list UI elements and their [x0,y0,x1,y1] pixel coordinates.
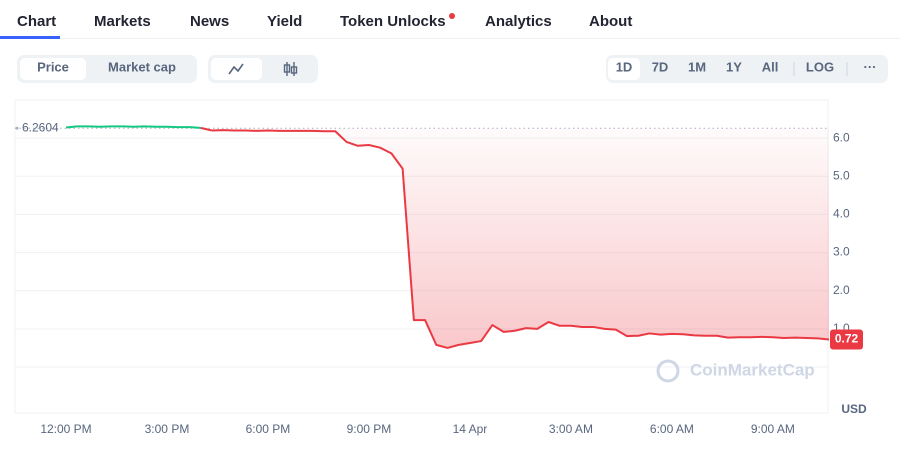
y-tick-label: 2.0 [833,283,850,297]
range-tab[interactable]: All [762,59,779,74]
toolbar: Price Market cap 1D 7D 1M 1Y All LOG [37,59,834,74]
chart: 1.02.03.04.05.06.012:00 PM 3:00 PM 6:00 PM… [15,120,863,436]
nav-tab[interactable]: Analytics [485,13,552,30]
area-fill [200,128,829,348]
range-tab[interactable]: 1D [616,59,633,74]
x-tick-label: 3:00 PM [145,422,190,436]
reference-label: 6.2604 [22,120,59,134]
line-icon[interactable] [228,63,244,75]
x-tick-label: 3:00 AM [549,422,593,436]
nav-tab[interactable]: Yield [267,13,302,30]
x-tick-label: 6:00 AM [650,422,694,436]
range-tab[interactable]: 1Y [726,59,742,74]
metric-tab[interactable]: Market cap [108,59,176,74]
watermark: CoinMarketCap [690,360,815,379]
x-tick-label: 9:00 AM [751,422,795,436]
more-button[interactable]: ··· [864,59,877,74]
metric-tab[interactable]: Price [37,59,69,74]
range-tab[interactable]: 7D [652,59,669,74]
nav-tab[interactable]: Token Unlocks [340,13,446,30]
x-tick-label: 9:00 PM [347,422,392,436]
x-tick-label: 12:00 PM [40,422,91,436]
reference-dot [15,126,19,130]
y-tick-label: 3.0 [833,245,850,259]
nav-tab[interactable]: About [589,13,632,30]
nav-tab[interactable]: Markets [94,13,151,30]
nav-tab[interactable]: Chart [17,13,56,30]
nav-bar: Chart Markets News Yield Token Unlocks Analyt… [17,13,632,30]
x-tick-label: 6:00 PM [246,422,291,436]
candle-icon[interactable] [283,62,298,76]
active-tab-underline [0,36,60,39]
new-badge [449,13,455,19]
range-tab[interactable]: 1M [688,59,706,74]
y-tick-label: 5.0 [833,168,850,182]
price-line [65,125,201,129]
metric-active [20,58,86,80]
unit-label: USD [841,402,867,416]
range-switch [606,55,888,83]
y-tick-label: 4.0 [833,207,850,221]
watermark-logo [656,359,680,383]
nav-tab[interactable]: News [190,13,229,30]
price-tag-label: 0.72 [835,332,859,346]
price-tag [830,329,863,350]
range-active [608,58,640,80]
y-tick-label: 6.0 [833,130,850,144]
x-tick-label: 14 Apr [453,422,488,436]
range-tab[interactable]: LOG [806,59,834,74]
price-line [211,129,830,349]
